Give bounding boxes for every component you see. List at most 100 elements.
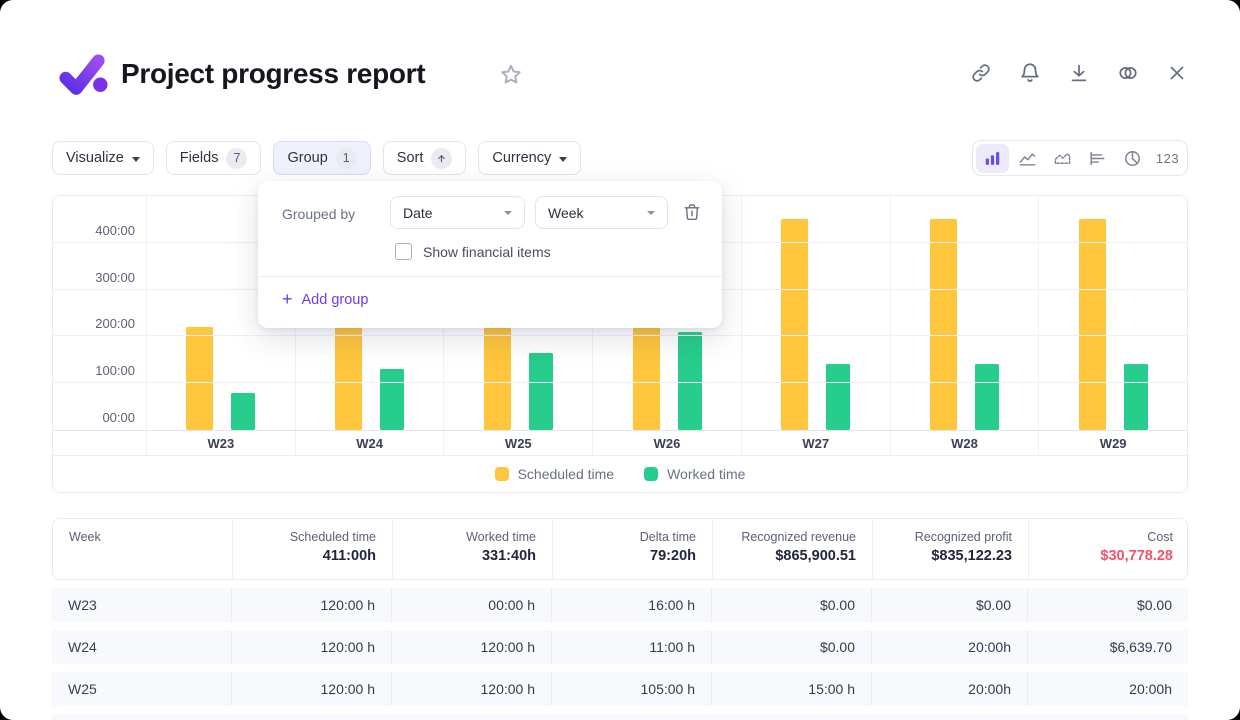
scheduled-time-bar[interactable] (781, 219, 809, 430)
week-cell: W25 (52, 672, 232, 706)
header-actions (970, 62, 1188, 84)
chart-column (891, 196, 1040, 430)
divider (258, 276, 722, 277)
table-cell: 120:00 h (232, 672, 392, 706)
x-axis-label: W28 (891, 431, 1040, 455)
table-body: W23 120:00 h 00:00 h 16:00 h $0.00 $0.00 $0.00… (52, 588, 1188, 706)
worked-time-bar[interactable] (826, 364, 851, 430)
table-cell: 120:00 h (392, 672, 552, 706)
chart-column (1039, 196, 1187, 430)
group-interval-select[interactable]: Week (535, 196, 668, 229)
visualize-button[interactable]: Visualize (52, 141, 154, 175)
worked-time-bar[interactable] (1123, 364, 1148, 430)
column-header: Delta time 79:20h (553, 519, 713, 579)
count-badge: 1 (335, 147, 357, 169)
legend-swatch (494, 467, 509, 481)
table-cell: 00:00 h (392, 588, 552, 622)
scheduled-time-bar[interactable] (929, 219, 957, 430)
legend-label: Scheduled time (517, 466, 615, 482)
group-popup: Grouped by Date Week Show financial item… (258, 181, 722, 328)
currency-button[interactable]: Currency (478, 141, 582, 175)
legend-item[interactable]: Worked time (644, 466, 745, 482)
sort-label: Sort (396, 150, 424, 166)
column-header: Recognized revenue $865,900.51 (713, 519, 873, 579)
table-row[interactable]: W23 120:00 h 00:00 h 16:00 h $0.00 $0.00 $0.00 (52, 588, 1188, 622)
worked-time-bar[interactable] (231, 392, 256, 430)
app-logo-icon (58, 53, 108, 99)
notifications-bell-icon[interactable] (1019, 62, 1041, 84)
chevron-down-icon (647, 210, 655, 215)
column-header: Scheduled time 411:00h (233, 519, 393, 579)
table-cell: 11:00 h (552, 630, 712, 664)
show-financial-label: Show financial items (423, 243, 551, 260)
table-row[interactable]: W24 120:00 h 120:00 h 11:00 h $0.00 20:00h $6,… (52, 630, 1188, 664)
y-axis-tick: 300:00 (95, 269, 135, 285)
gridline (53, 382, 1187, 384)
column-label: Delta time (639, 530, 696, 544)
add-group-button[interactable]: + Add group (282, 289, 369, 309)
chevron-down-icon (131, 156, 140, 162)
pie-chart-icon[interactable] (1116, 144, 1149, 173)
add-group-label: Add group (301, 291, 369, 308)
x-axis-label: W29 (1099, 435, 1127, 451)
worked-time-bar[interactable] (380, 369, 405, 430)
legend-item[interactable]: Scheduled time (494, 466, 615, 482)
table-cell: $0.00 (712, 588, 872, 622)
column-total: $865,900.51 (775, 548, 856, 564)
y-axis-tick: 400:00 (95, 222, 135, 238)
worked-time-bar[interactable] (677, 331, 702, 430)
group-interval-value: Week (548, 204, 584, 221)
legend-label: Worked time (667, 466, 746, 482)
column-total: 411:00h (322, 548, 376, 564)
group-button[interactable]: Group 1 (273, 141, 371, 175)
download-icon[interactable] (1068, 62, 1090, 84)
fields-button[interactable]: Fields 7 (165, 141, 262, 175)
scheduled-time-bar[interactable] (186, 327, 214, 430)
table-cell: 120:00 h (232, 588, 392, 622)
sort-direction-up-icon (431, 147, 453, 169)
column-header: Week (53, 519, 233, 579)
scheduled-time-bar[interactable] (1078, 219, 1106, 430)
favorite-star-icon[interactable] (498, 62, 524, 88)
column-label: Worked time (466, 530, 536, 544)
x-axis-label: W24 (296, 431, 445, 455)
integrations-icon[interactable] (1117, 62, 1139, 84)
column-header: Worked time 331:40h (393, 519, 553, 579)
x-axis-label: W25 (444, 431, 594, 455)
horizontal-bar-chart-icon[interactable] (1081, 144, 1114, 173)
table-cell: 16:00 h (552, 588, 712, 622)
plus-icon: + (282, 289, 293, 309)
y-axis-tick: 100:00 (95, 363, 135, 379)
worked-time-bar[interactable] (974, 364, 999, 430)
table-header-row: Week Scheduled time 411:00h Worked time 331:… (52, 518, 1188, 580)
worked-time-bar[interactable] (528, 352, 553, 430)
x-axis-label: W27 (742, 431, 891, 455)
table-row[interactable]: W25 120:00 h 120:00 h 105:00 h 15:00 h 20:00h… (52, 672, 1188, 706)
week-cell: W23 (52, 588, 232, 622)
report-table: Week Scheduled time 411:00h Worked time 331:… (52, 518, 1188, 720)
table-cell: $0.00 (712, 630, 872, 664)
count-badge: 7 (226, 147, 248, 169)
page-title: Project progress report (121, 58, 426, 89)
column-label: Week (69, 530, 101, 544)
trash-icon[interactable] (682, 202, 702, 222)
bar-chart-icon[interactable] (976, 143, 1009, 173)
table-cell: 20:00h (1129, 681, 1172, 697)
close-icon[interactable] (1166, 62, 1188, 84)
table-row-partial[interactable] (52, 714, 1188, 720)
chevron-down-icon (559, 156, 568, 162)
x-axis-labels: W23 W24 W25 W26 W27 W28 W29 (53, 430, 1187, 456)
chevron-down-icon (504, 210, 512, 215)
line-chart-icon[interactable] (1011, 144, 1044, 173)
group-field-select[interactable]: Date (390, 196, 525, 229)
chart-column (742, 196, 891, 430)
column-total: 331:40h (481, 548, 536, 564)
show-financial-checkbox[interactable] (395, 243, 412, 260)
area-chart-icon[interactable] (1046, 144, 1079, 173)
sort-button[interactable]: Sort (382, 141, 467, 175)
link-icon[interactable] (970, 62, 992, 84)
numbers-view-icon[interactable]: 123 (1155, 150, 1180, 166)
column-total: $835,122.23 (931, 548, 1012, 564)
show-financial-row: Show financial items (395, 243, 551, 260)
x-axis-label: W26 (593, 431, 742, 455)
